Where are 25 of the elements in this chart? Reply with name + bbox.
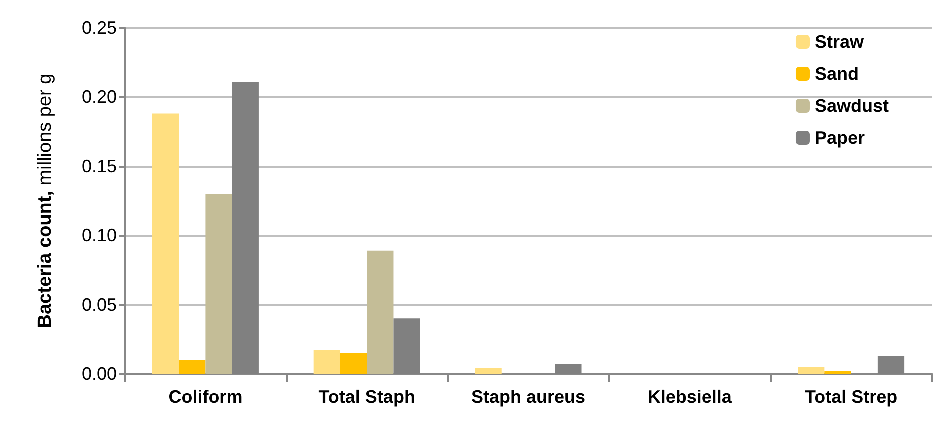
y-tick-label: 0.00	[82, 364, 117, 384]
bar	[824, 371, 852, 374]
x-tick-label: Total Staph	[318, 387, 416, 407]
x-tick-label: Coliform	[168, 387, 243, 407]
y-axis-title: Bacteria count, millions per g	[35, 74, 56, 328]
bar	[367, 250, 394, 374]
legend-label: Sand	[814, 64, 860, 84]
bar	[179, 360, 206, 374]
legend-label: Straw	[814, 32, 866, 52]
y-tick-label: 0.05	[82, 294, 117, 315]
y-tick-label: 0.15	[82, 156, 117, 176]
y-tick-label: 0.10	[82, 226, 117, 246]
bar	[152, 114, 180, 374]
bar	[798, 367, 825, 374]
bar	[206, 194, 232, 374]
bar	[340, 353, 368, 374]
x-tick-label: Staph aureus	[471, 387, 586, 407]
bar	[314, 350, 340, 374]
bar	[475, 368, 502, 374]
y-tick-label: 0.20	[82, 87, 117, 108]
legend-label: Paper	[814, 128, 866, 148]
legend-label: Sawdust	[814, 96, 890, 116]
x-tick-label: Klebsiella	[648, 387, 733, 407]
x-tick-label: Total Strep	[804, 387, 898, 407]
y-tick-label: 0.25	[82, 18, 117, 38]
